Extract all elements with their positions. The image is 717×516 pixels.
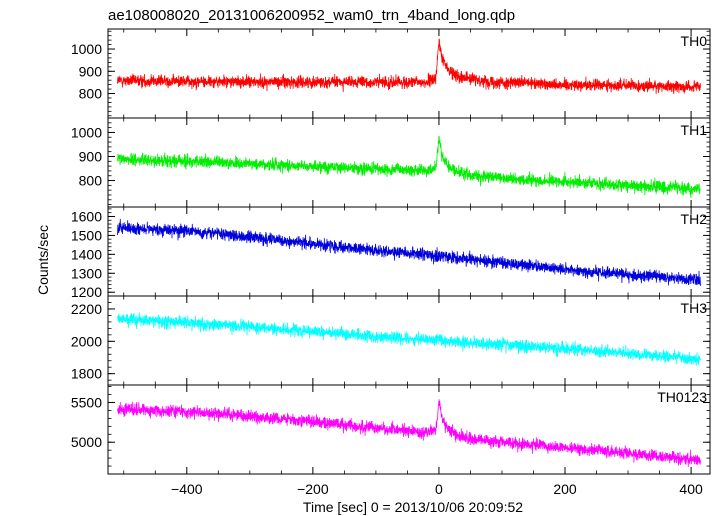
x-tick-label: 200 (553, 481, 577, 497)
series-line-th0 (117, 38, 701, 95)
panel-th3: 1800 2000 2200 TH3 (71, 295, 711, 386)
x-axis-label: Time [sec] 0 = 2013/10/06 20:09:52 (303, 499, 523, 515)
series-line-th2 (117, 218, 701, 286)
panel-label-th1: TH1 (681, 122, 708, 138)
y-tick-label: 1300 (71, 265, 102, 281)
panel-label-th0123: TH0123 (657, 389, 707, 405)
panel-th1: 800 900 1000 TH1 (71, 117, 711, 208)
y-tick-label: 800 (79, 86, 103, 102)
series-line-th1 (117, 135, 701, 199)
panel-frame (107, 28, 711, 119)
x-axis: −400 −200 0 200 400 (171, 481, 703, 497)
y-axis-label: Counts/sec (35, 225, 51, 295)
y-tick-label: 2000 (71, 333, 102, 349)
y-tick-label: 5000 (71, 434, 102, 450)
panel-label-th0: TH0 (681, 33, 708, 49)
x-tick-label: −400 (171, 481, 203, 497)
y-tick-label: 900 (79, 63, 103, 79)
x-tick-label: −200 (297, 481, 329, 497)
y-tick-label: 1200 (71, 284, 102, 300)
panel-th0123: 5000 5500 TH0123 (71, 384, 711, 475)
panels-group: 800 900 1000 TH0 800 900 1000 TH1 1200 1300 1400 15… (71, 28, 711, 475)
y-tick-label: 1400 (71, 246, 102, 262)
y-tick-label: 900 (79, 148, 103, 164)
panel-frame (107, 206, 711, 297)
y-tick-label: 2200 (71, 301, 102, 317)
panel-frame (107, 384, 711, 475)
y-tick-label: 1000 (71, 41, 102, 57)
series-line-th3 (117, 312, 701, 366)
y-tick-label: 1800 (71, 366, 102, 382)
panel-label-th2: TH2 (681, 211, 708, 227)
y-tick-label: 1500 (71, 227, 102, 243)
y-tick-label: 5500 (71, 394, 102, 410)
series-line-th0123 (117, 399, 701, 467)
panel-th0: 800 900 1000 TH0 (71, 28, 711, 119)
x-tick-label: 0 (435, 481, 443, 497)
y-tick-label: 800 (79, 173, 103, 189)
panel-label-th3: TH3 (681, 300, 708, 316)
y-tick-label: 1600 (71, 208, 102, 224)
y-tick-label: 1000 (71, 124, 102, 140)
panel-th2: 1200 1300 1400 1500 1600 TH2 (71, 206, 711, 300)
chart-title: ae108008020_20131006200952_wam0_trn_4ban… (108, 7, 515, 24)
x-tick-label: 400 (679, 481, 703, 497)
